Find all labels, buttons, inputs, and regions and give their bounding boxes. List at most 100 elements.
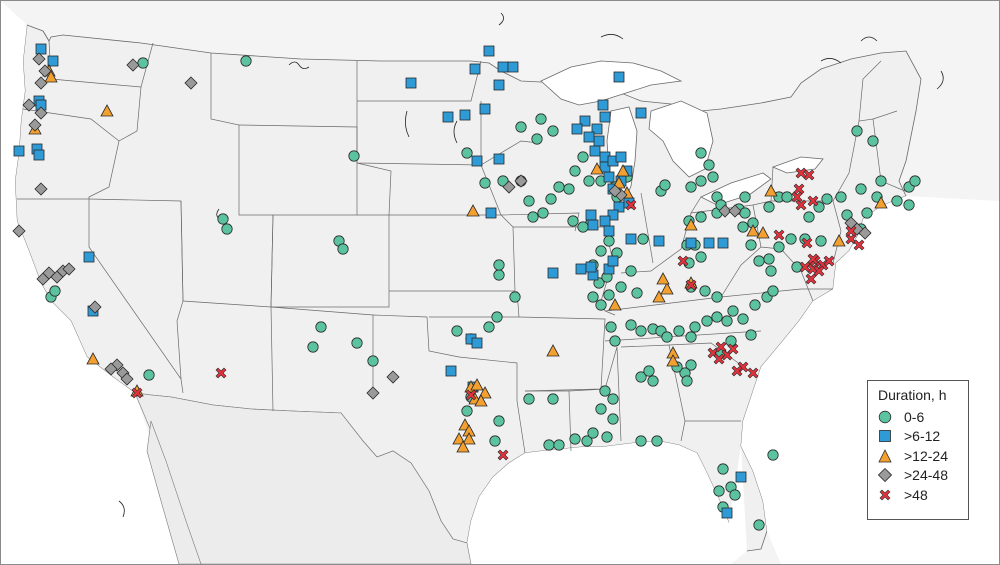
marker-0-6 xyxy=(567,215,579,227)
marker-0-6 xyxy=(711,311,723,323)
marker-0-6 xyxy=(479,177,491,189)
marker-0-6 xyxy=(765,265,777,277)
marker-0-6 xyxy=(861,207,873,219)
marker-6-12 xyxy=(685,237,697,249)
marker-6-12 xyxy=(721,507,733,519)
orange-triangle-icon xyxy=(878,448,892,463)
marker-0-6 xyxy=(553,439,565,451)
marker-0-6 xyxy=(763,201,775,213)
marker-24-48 xyxy=(126,58,140,72)
marker-0-6 xyxy=(681,375,693,387)
marker-0-6 xyxy=(587,427,599,439)
marker-0-6 xyxy=(707,171,719,183)
marker-0-6 xyxy=(497,175,509,187)
marker-24-48 xyxy=(22,98,36,112)
marker-12-24 xyxy=(832,234,846,247)
marker-0-6 xyxy=(855,183,867,195)
marker-6-12 xyxy=(479,103,491,115)
marker-6-12 xyxy=(599,111,611,123)
marker-0-6 xyxy=(821,193,833,205)
marker-12-24 xyxy=(660,282,674,295)
marker-0-6 xyxy=(625,319,637,331)
marker-0-6 xyxy=(595,403,607,415)
marker-0-6 xyxy=(841,209,853,221)
marker-24-48 xyxy=(88,300,102,314)
gulf-of-mexico xyxy=(467,441,747,564)
marker-12-24 xyxy=(452,432,466,445)
marker-over-48 xyxy=(773,229,785,241)
marker-0-6 xyxy=(595,299,607,311)
marker-0-6 xyxy=(721,315,733,327)
marker-12-24 xyxy=(86,352,100,365)
legend-label-6-12: >6-12 xyxy=(904,428,941,445)
marker-0-6 xyxy=(569,433,581,445)
marker-12-24 xyxy=(466,204,480,217)
legend-item-24-48: >24-48 xyxy=(878,466,968,486)
marker-0-6 xyxy=(689,321,701,333)
lake-ontario xyxy=(771,156,824,174)
marker-over-48 xyxy=(823,255,835,267)
great-lakes xyxy=(540,60,824,206)
marker-6-12 xyxy=(585,261,597,273)
legend-item-48: >48 xyxy=(878,485,968,505)
marker-0-6 xyxy=(137,57,149,69)
marker-6-12 xyxy=(599,161,611,173)
marker-6-12 xyxy=(47,55,59,67)
marker-0-6 xyxy=(493,415,505,427)
marker-12-24 xyxy=(590,162,604,175)
map-legend: Duration, h 0-6 >6-12 >12-24 >24-48 >48 xyxy=(867,380,969,520)
marker-6-12 xyxy=(507,61,519,73)
marker-0-6 xyxy=(603,289,615,301)
marker-0-6 xyxy=(695,147,707,159)
marker-0-6 xyxy=(615,281,627,293)
marker-0-6 xyxy=(685,181,697,193)
marker-0-6 xyxy=(523,195,535,207)
marker-6-12 xyxy=(625,233,637,245)
marker-12-24 xyxy=(652,290,666,303)
marker-0-6 xyxy=(461,147,473,159)
marker-0-6 xyxy=(631,287,643,299)
neighbor-land xyxy=(134,392,472,564)
marker-0-6 xyxy=(717,463,729,475)
legend-item-12-24: >12-24 xyxy=(878,446,968,466)
legend-label-12-24: >12-24 xyxy=(904,447,948,464)
marker-12-24 xyxy=(462,432,476,445)
marker-0-6 xyxy=(545,193,557,205)
lake-huron xyxy=(648,100,714,178)
marker-6-12 xyxy=(405,77,417,89)
marker-12-24 xyxy=(456,440,470,453)
marker-6-12 xyxy=(485,207,497,219)
marker-12-24 xyxy=(756,226,770,239)
marker-12-24 xyxy=(684,218,698,231)
marker-6-12 xyxy=(603,171,615,183)
marker-12-24 xyxy=(656,272,670,285)
marker-0-6 xyxy=(737,221,749,233)
marker-6-12 xyxy=(607,209,619,221)
marker-0-6 xyxy=(739,191,751,203)
marker-6-12 xyxy=(445,365,457,377)
marker-0-6 xyxy=(815,235,827,247)
marker-over-48 xyxy=(465,389,477,401)
marker-0-6 xyxy=(791,261,803,273)
marker-0-6 xyxy=(727,305,739,317)
marker-0-6 xyxy=(483,321,495,333)
marker-over-48 xyxy=(625,199,637,211)
marker-0-6 xyxy=(637,233,649,245)
marker-0-6 xyxy=(699,285,711,297)
marker-0-6 xyxy=(625,265,637,277)
green-circle-icon xyxy=(878,410,892,423)
marker-24-48 xyxy=(32,52,46,66)
marker-0-6 xyxy=(599,385,611,397)
marker-0-6 xyxy=(635,435,647,447)
marker-over-48 xyxy=(731,365,743,377)
marker-24-48 xyxy=(38,64,52,78)
marker-0-6 xyxy=(729,489,741,501)
marker-24-48 xyxy=(34,106,48,120)
marker-6-12 xyxy=(547,267,559,279)
marker-0-6 xyxy=(635,371,647,383)
marker-0-6 xyxy=(703,159,715,171)
marker-12-24 xyxy=(874,196,888,209)
marker-6-12 xyxy=(35,43,47,55)
legend-label-24-48: >24-48 xyxy=(904,467,948,484)
